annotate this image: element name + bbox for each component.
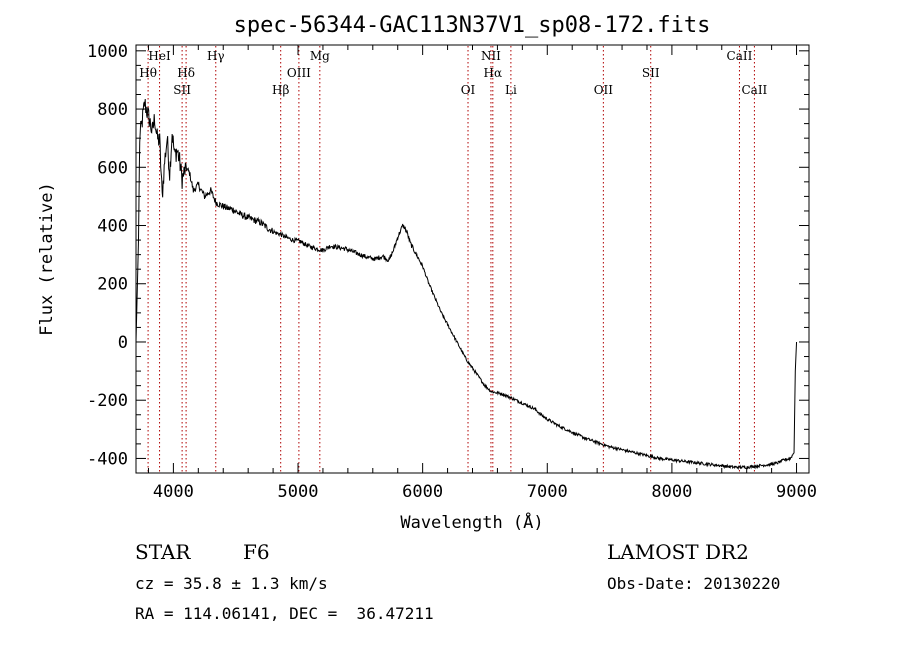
- series-layer: [135, 98, 798, 471]
- y-tick-label: 0: [118, 333, 128, 353]
- x-axis-label: Wavelength (Å): [400, 511, 543, 533]
- x-tick-label: 5000: [278, 482, 319, 502]
- y-tick-label: -400: [87, 449, 128, 469]
- spectral-line-label: SII: [642, 66, 660, 80]
- spectral-line-label: CaII: [727, 49, 753, 63]
- x-tick-label: 9000: [776, 482, 817, 502]
- y-tick-label: -200: [87, 391, 128, 411]
- x-tick-label: 4000: [153, 482, 194, 502]
- object-class: STAR: [135, 540, 191, 564]
- spectral-line-label: SII: [173, 83, 191, 97]
- spectral-line-label: OIII: [287, 66, 311, 80]
- observation-date: Obs-Date: 20130220: [607, 574, 781, 593]
- x-tick-label: 6000: [402, 482, 443, 502]
- spectral-line-label: CaII: [741, 83, 767, 97]
- spectral-line-label: OI: [461, 83, 476, 97]
- spectral-line-label: Hβ: [272, 83, 289, 97]
- spectral-line-label: NII: [481, 49, 501, 63]
- chart-title: spec-56344-GAC113N37V1_sp08-172.fits: [234, 13, 711, 38]
- y-axis-label: Flux (relative): [37, 182, 57, 336]
- spectrum-line: [135, 98, 798, 471]
- y-tick-label: 400: [97, 217, 128, 237]
- redshift-cz: cz = 35.8 ± 1.3 km/s: [135, 574, 328, 593]
- plot-frame: [135, 44, 810, 474]
- spectral-line-label: Mg: [310, 49, 330, 63]
- survey-name: LAMOST DR2: [607, 540, 749, 564]
- spectral-line-label: HeI: [148, 49, 171, 63]
- spectral-line-label: Hδ: [177, 66, 195, 80]
- object-subclass: F6: [243, 540, 270, 564]
- y-tick-label: 800: [97, 100, 128, 120]
- spectral-line-label: Hγ: [207, 49, 225, 63]
- y-tick-label: 1000: [87, 42, 128, 62]
- spectral-line-label: Hα: [484, 66, 503, 80]
- ra-dec: RA = 114.06141, DEC = 36.47211: [135, 604, 434, 623]
- spectral-line-label: Hθ: [139, 66, 157, 80]
- x-tick-label: 7000: [527, 482, 568, 502]
- y-tick-label: 600: [97, 158, 128, 178]
- axes-ticks: 4000 5000 6000 7000 8000 9000 -400 -200 0 200 400 6…: [87, 42, 817, 502]
- x-tick-label: 8000: [651, 482, 692, 502]
- y-tick-label: 200: [97, 275, 128, 295]
- spectral-line-label: OII: [594, 83, 614, 97]
- spectral-line-label: Li: [505, 83, 517, 97]
